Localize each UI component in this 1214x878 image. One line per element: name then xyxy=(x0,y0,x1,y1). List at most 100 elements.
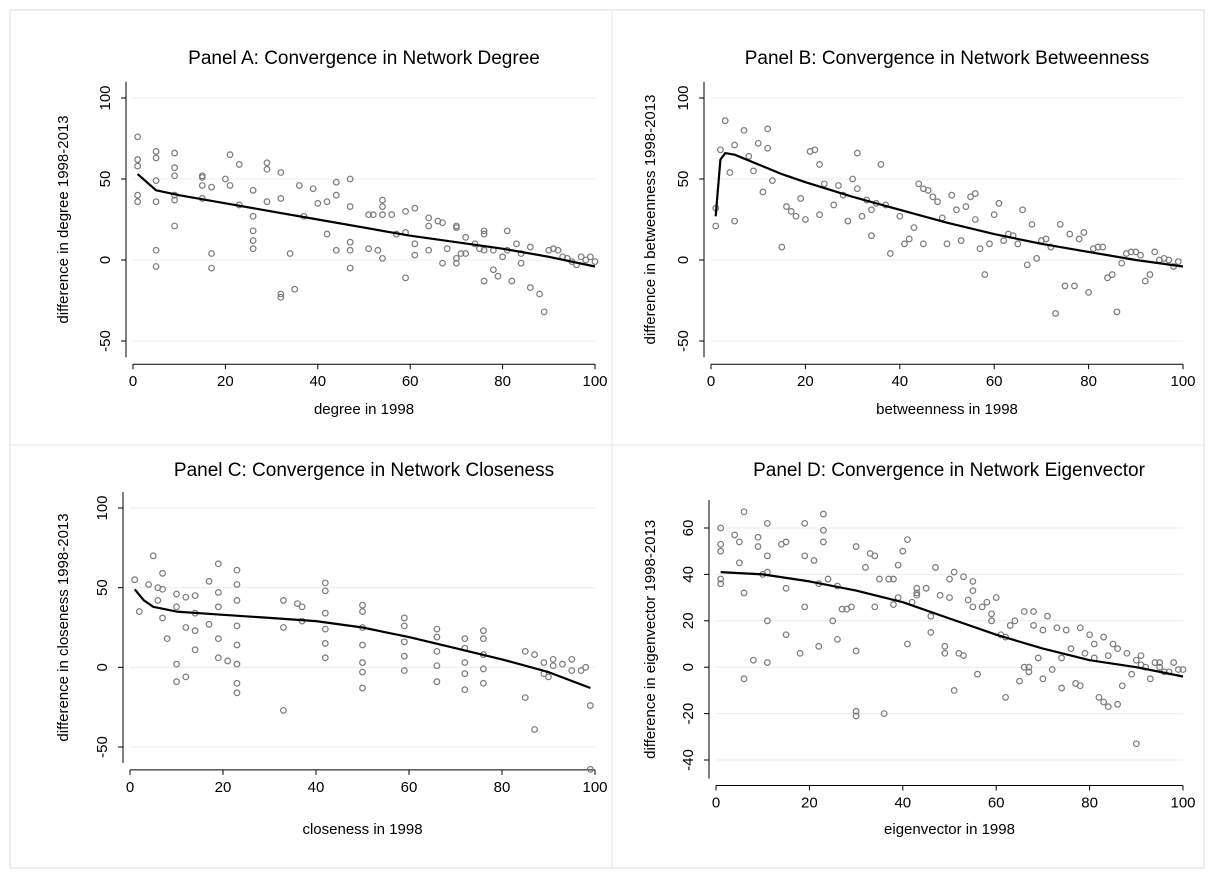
data-point xyxy=(927,629,935,636)
data-point xyxy=(876,575,883,583)
data-point xyxy=(717,575,725,583)
fit-line xyxy=(720,571,1184,678)
data-point xyxy=(433,648,441,655)
data-point xyxy=(226,151,234,159)
data-point xyxy=(402,207,409,215)
data-point xyxy=(815,642,823,650)
data-point xyxy=(810,557,818,564)
data-point xyxy=(191,646,199,654)
y-tick-label: 40 xyxy=(680,566,697,583)
data-point xyxy=(764,125,772,133)
data-point xyxy=(899,547,907,555)
data-point xyxy=(740,126,748,134)
data-point xyxy=(844,217,852,225)
data-point xyxy=(577,667,585,674)
data-point xyxy=(824,575,832,583)
data-point xyxy=(233,660,241,668)
data-point xyxy=(314,199,322,207)
x-tick-label: 100 xyxy=(1170,795,1195,812)
data-point xyxy=(988,610,995,618)
data-point xyxy=(400,667,408,674)
data-point xyxy=(173,603,180,611)
data-point xyxy=(359,659,366,666)
data-point xyxy=(1132,248,1140,256)
data-point xyxy=(425,214,433,222)
data-point xyxy=(1030,622,1037,629)
data-point xyxy=(1094,243,1102,251)
data-point xyxy=(946,594,953,601)
panel-2: 0 20 40 60 80 100 -50 0 50 100 Panel B: Convergenc… xyxy=(642,48,1196,418)
data-point xyxy=(568,655,576,663)
data-point xyxy=(969,587,977,595)
data-point xyxy=(992,594,1000,601)
data-point xyxy=(480,679,487,687)
data-point xyxy=(754,139,762,147)
data-point xyxy=(712,222,720,230)
data-point xyxy=(280,706,287,714)
data-point xyxy=(480,246,488,254)
data-point xyxy=(277,290,285,298)
fit-line xyxy=(133,588,591,690)
data-point xyxy=(852,647,860,655)
data-point xyxy=(134,133,142,141)
data-point xyxy=(735,538,743,546)
data-point xyxy=(924,186,932,194)
data-point xyxy=(480,227,488,235)
data-point xyxy=(1114,700,1122,708)
data-point xyxy=(402,274,409,282)
data-point xyxy=(904,536,911,543)
x-tick-label: 40 xyxy=(308,779,325,796)
data-point xyxy=(1137,652,1145,659)
data-point xyxy=(894,561,902,569)
data-point xyxy=(886,250,894,257)
data-point xyxy=(778,243,786,251)
data-point xyxy=(205,577,213,585)
data-point xyxy=(1165,256,1173,264)
data-point xyxy=(901,240,908,248)
data-point xyxy=(943,240,951,248)
data-point xyxy=(1052,310,1059,317)
data-point xyxy=(503,227,511,235)
data-point xyxy=(1048,666,1056,673)
data-point xyxy=(152,154,160,162)
data-point xyxy=(978,603,986,611)
panel-3: 0 20 40 60 80 100 -50 0 50 100 Panel C: Convergenc… xyxy=(55,460,608,838)
data-point xyxy=(1095,693,1103,701)
data-point xyxy=(321,579,329,587)
x-tick-label: 0 xyxy=(707,373,715,390)
data-point xyxy=(816,211,823,219)
data-point xyxy=(1044,612,1051,620)
data-point xyxy=(208,250,215,257)
data-point xyxy=(852,707,860,715)
data-point xyxy=(858,212,866,220)
data-point xyxy=(171,172,178,180)
y-tick-label: -50 xyxy=(675,330,692,352)
data-point xyxy=(922,584,930,592)
data-point xyxy=(280,624,287,631)
y-tick-label: 0 xyxy=(94,663,111,671)
data-point xyxy=(332,246,340,254)
data-point xyxy=(782,538,790,546)
data-point xyxy=(1128,670,1136,678)
data-point xyxy=(517,259,525,267)
x-tick-label: 20 xyxy=(215,779,232,796)
x-tick-label: 20 xyxy=(797,373,814,390)
data-point xyxy=(1179,666,1187,673)
data-point xyxy=(871,603,879,611)
data-point xyxy=(830,201,838,209)
data-point xyxy=(816,161,823,168)
data-point xyxy=(811,146,819,154)
y-tick-label: 50 xyxy=(94,579,111,596)
data-point xyxy=(224,657,232,665)
data-point xyxy=(582,256,590,264)
data-point xyxy=(885,575,893,583)
y-tick-label: 0 xyxy=(97,256,114,264)
panel-title: Panel D: Convergence in Network Eigenvec… xyxy=(753,460,1145,481)
data-point xyxy=(540,659,548,666)
data-point xyxy=(433,662,441,670)
data-point xyxy=(820,180,828,188)
data-point xyxy=(820,538,827,546)
x-tick-label: 80 xyxy=(1080,373,1097,390)
data-point xyxy=(750,167,757,175)
data-point xyxy=(1067,645,1075,653)
